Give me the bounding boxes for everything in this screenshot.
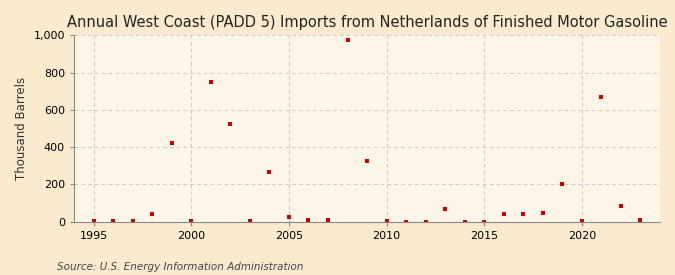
Y-axis label: Thousand Barrels: Thousand Barrels [15, 77, 28, 180]
Text: Source: U.S. Energy Information Administration: Source: U.S. Energy Information Administ… [57, 262, 304, 271]
Title: Annual West Coast (PADD 5) Imports from Netherlands of Finished Motor Gasoline: Annual West Coast (PADD 5) Imports from … [67, 15, 668, 30]
